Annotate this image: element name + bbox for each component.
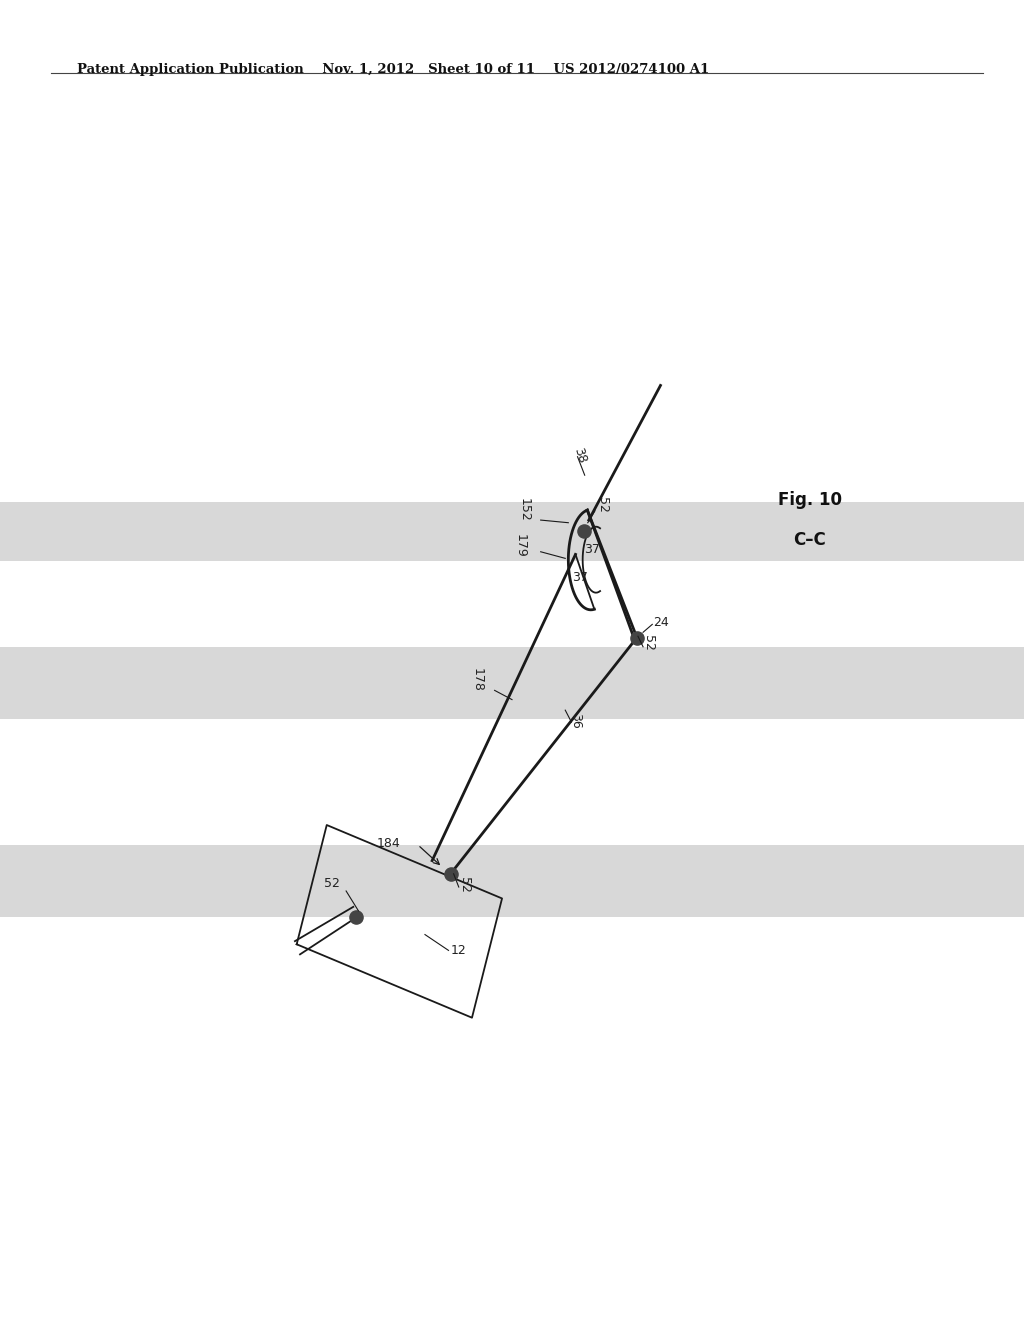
Text: 12: 12 (451, 944, 466, 957)
Text: 52: 52 (596, 496, 609, 512)
Point (575, 520, 592, 541)
Bar (0, 845, 1024, 917)
Point (348, 907, 365, 928)
Text: 52: 52 (324, 876, 340, 890)
Text: 52: 52 (642, 635, 655, 651)
Text: 178: 178 (471, 668, 484, 692)
Text: 24: 24 (653, 615, 669, 628)
Text: 37: 37 (584, 543, 600, 556)
Text: C–C: C–C (794, 531, 826, 549)
Text: Fig. 10: Fig. 10 (778, 491, 842, 510)
Text: 36: 36 (569, 713, 583, 729)
Text: 184: 184 (377, 837, 400, 850)
Point (629, 627, 645, 648)
Text: 179: 179 (514, 533, 527, 557)
Bar (0, 647, 1024, 719)
Text: 52: 52 (458, 876, 471, 892)
Point (442, 863, 459, 884)
Bar (0, 502, 1024, 561)
Text: 38: 38 (571, 446, 589, 465)
Text: 152: 152 (518, 498, 531, 521)
Text: 37: 37 (572, 570, 589, 583)
Text: Patent Application Publication    Nov. 1, 2012   Sheet 10 of 11    US 2012/02741: Patent Application Publication Nov. 1, 2… (77, 63, 709, 77)
